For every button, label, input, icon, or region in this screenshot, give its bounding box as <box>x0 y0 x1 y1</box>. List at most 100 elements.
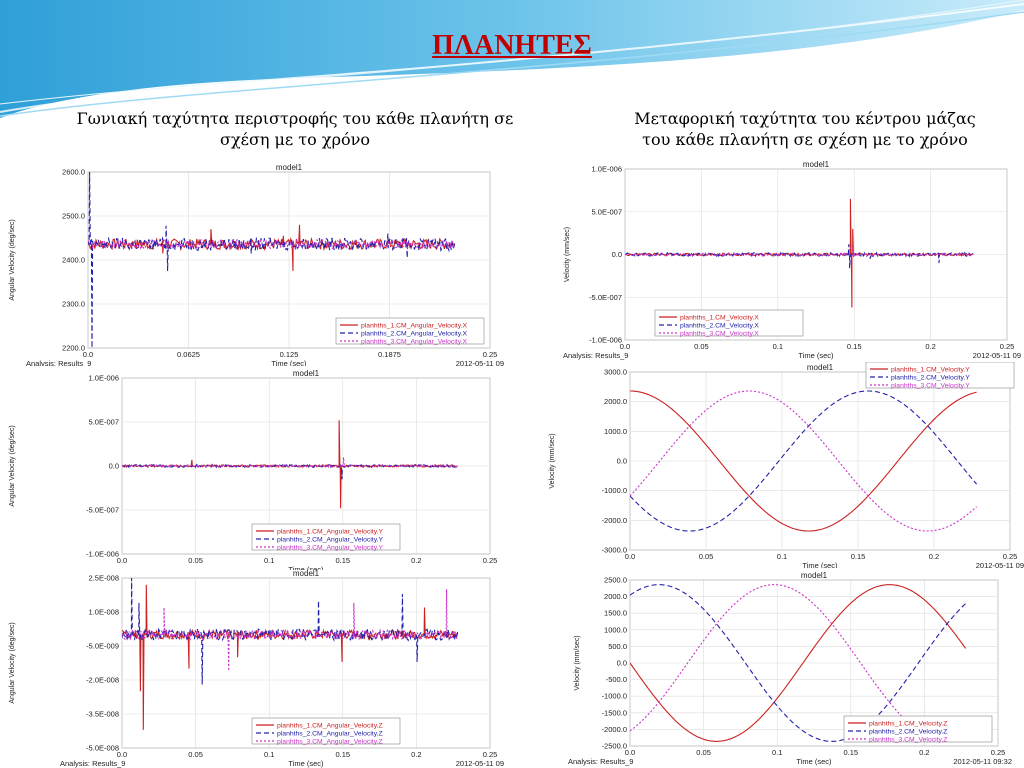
x-tick-label: 0.25 <box>483 556 498 565</box>
x-axis-label: Time (sec) <box>271 359 307 368</box>
legend-entry: planhths_3.CM_Velocity.Y <box>891 383 970 390</box>
legend-entry: planhths_2.CM_Angular_Velocity.Y <box>277 537 384 544</box>
analysis-label: Analysis: Results_9 <box>26 359 91 368</box>
y-tick-label: -2000.0 <box>602 725 627 734</box>
x-tick-label: 0.125 <box>280 350 299 359</box>
chart-angular-velocity-y: 0.0 0.05 0.1 0.15 0.2 0.25 -1.0E-006 -5.0E-007 0… <box>0 366 510 570</box>
y-tick-label: 2200.0 <box>62 344 85 353</box>
chart-velocity-z: 0.0 0.05 0.1 0.15 0.2 0.25 -2500.0 -2000.0 -1500… <box>565 570 1024 768</box>
timestamp-label: 2012-05-11 09 <box>973 351 1021 360</box>
chart-title: model1 <box>276 163 303 172</box>
y-tick-label: 1.0E-008 <box>89 608 119 617</box>
legend-entry: planhths_3.CM_Velocity.Z <box>869 737 947 744</box>
y-tick-label: -1500.0 <box>602 708 627 717</box>
chart-velocity-y: 0.0 0.05 0.1 0.15 0.2 0.25 -3000.0 -2000.0 -1000… <box>540 362 1024 568</box>
x-tick-label: 0.15 <box>335 750 350 759</box>
x-tick-label: 0.1 <box>264 750 274 759</box>
y-tick-label: -500.0 <box>606 675 627 684</box>
y-tick-label: 1.0E-006 <box>592 165 622 174</box>
header-banner <box>0 0 1024 118</box>
y-tick-label: -5.0E-007 <box>86 506 119 515</box>
x-tick-label: 0.05 <box>694 342 709 351</box>
legend-entry: planhths_2.CM_Velocity.X <box>680 323 759 330</box>
x-tick-label: 0.2 <box>929 552 939 561</box>
chart-angular-velocity-z: 0.0 0.05 0.1 0.15 0.2 0.25 -5.0E-008 -3.5E-008 -… <box>0 570 510 768</box>
x-tick-label: 0.2 <box>411 750 421 759</box>
y-tick-label: 5.0E-007 <box>89 418 119 427</box>
x-tick-label: 0.15 <box>851 552 866 561</box>
y-tick-label: -1000.0 <box>602 486 627 495</box>
x-tick-label: 0.05 <box>699 552 714 561</box>
analysis-label: Analysis: Results_9 <box>563 351 628 360</box>
legend-box <box>865 362 1015 389</box>
y-tick-label: 0.0 <box>612 250 622 259</box>
legend-entry: planhths_2.CM_Velocity.Y <box>891 375 970 382</box>
y-tick-label: 2500.0 <box>62 212 85 221</box>
y-tick-label: -5.0E-009 <box>86 642 119 651</box>
slide-title: ΠΛΑΝΗΤΕΣ <box>432 30 592 61</box>
x-tick-label: 0.2 <box>925 342 935 351</box>
chart-title: model1 <box>801 571 828 580</box>
x-tick-label: 0.25 <box>1003 552 1018 561</box>
series-line-3 <box>122 589 459 671</box>
y-axis-label: Angular Velocity (deg/sec) <box>9 219 16 300</box>
series-line-3 <box>122 457 458 469</box>
x-axis-label: Time (sec) <box>798 351 834 360</box>
y-tick-label: 500.0 <box>608 642 627 651</box>
y-tick-label: -2.0E-008 <box>86 676 119 685</box>
x-tick-label: 0.25 <box>483 750 498 759</box>
series-line-1 <box>630 390 977 532</box>
x-tick-label: 0.2 <box>919 748 929 757</box>
x-tick-label: 0.0 <box>620 342 630 351</box>
legend-entry: planhths_2.CM_Angular_Velocity.X <box>361 331 468 338</box>
y-tick-label: -1.0E-006 <box>589 336 622 345</box>
y-tick-label: -3000.0 <box>602 546 627 555</box>
x-axis-label: Time (sec) <box>288 565 324 570</box>
series-line-1 <box>122 584 459 730</box>
caption-translational-velocity: Μεταφορική ταχύτητα του κέντρου μάζας το… <box>634 109 976 149</box>
y-tick-label: 3000.0 <box>604 368 627 377</box>
y-tick-label: 2000.0 <box>604 592 627 601</box>
timestamp-label: 2012-05-11 09:32 <box>953 757 1012 766</box>
y-tick-label: -5.0E-008 <box>86 744 119 753</box>
y-tick-label: 2400.0 <box>62 256 85 265</box>
x-axis-label: Time (sec) <box>796 757 832 766</box>
y-tick-label: 1500.0 <box>604 609 627 618</box>
x-tick-label: 0.2 <box>411 556 421 565</box>
y-axis-label: Velocity (mm/sec) <box>549 433 556 488</box>
legend-entry: planhths_1.CM_Angular_Velocity.X <box>361 323 468 330</box>
y-axis-label: Velocity (mm/sec) <box>574 635 581 690</box>
legend-entry: planhths_3.CM_Angular_Velocity.Z <box>277 739 383 746</box>
legend-entry: planhths_1.CM_Angular_Velocity.Y <box>277 529 384 536</box>
y-tick-label: 0.0 <box>617 659 627 668</box>
legend-entry: planhths_2.CM_Velocity.Z <box>869 729 947 736</box>
x-tick-label: 0.15 <box>335 556 350 565</box>
series-line-2 <box>630 584 966 742</box>
legend-entry: planhths_1.CM_Angular_Velocity.Z <box>277 723 383 730</box>
series-line-2 <box>122 578 459 685</box>
series-line-3 <box>88 238 456 251</box>
series-line-1 <box>630 584 967 742</box>
series-line-3 <box>630 390 977 532</box>
y-tick-label: -3.5E-008 <box>86 710 119 719</box>
x-tick-label: 0.05 <box>188 556 203 565</box>
x-tick-label: 0.1 <box>777 552 787 561</box>
y-axis-label: Angular Velocity (deg/sec) <box>9 622 16 703</box>
x-axis-label: Time (sec) <box>802 561 838 568</box>
x-tick-label: 0.0 <box>117 750 127 759</box>
x-tick-label: 0.15 <box>847 342 862 351</box>
x-tick-label: 0.25 <box>1000 342 1015 351</box>
chart-title: model1 <box>803 160 830 169</box>
legend-entry: planhths_1.CM_Velocity.X <box>680 315 759 322</box>
y-tick-label: 2600.0 <box>62 168 85 177</box>
x-tick-label: 0.1 <box>773 342 783 351</box>
x-tick-label: 0.0 <box>625 748 635 757</box>
chart-title: model1 <box>807 363 834 372</box>
y-tick-label: -5.0E-007 <box>589 293 622 302</box>
y-tick-label: 5.0E-007 <box>592 207 622 216</box>
x-tick-label: 0.1 <box>772 748 782 757</box>
timestamp-label: 2012-05-11 09 <box>976 561 1024 568</box>
x-tick-label: 0.1 <box>264 556 274 565</box>
y-tick-label: 1000.0 <box>604 427 627 436</box>
x-axis-label: Time (sec) <box>288 759 324 768</box>
